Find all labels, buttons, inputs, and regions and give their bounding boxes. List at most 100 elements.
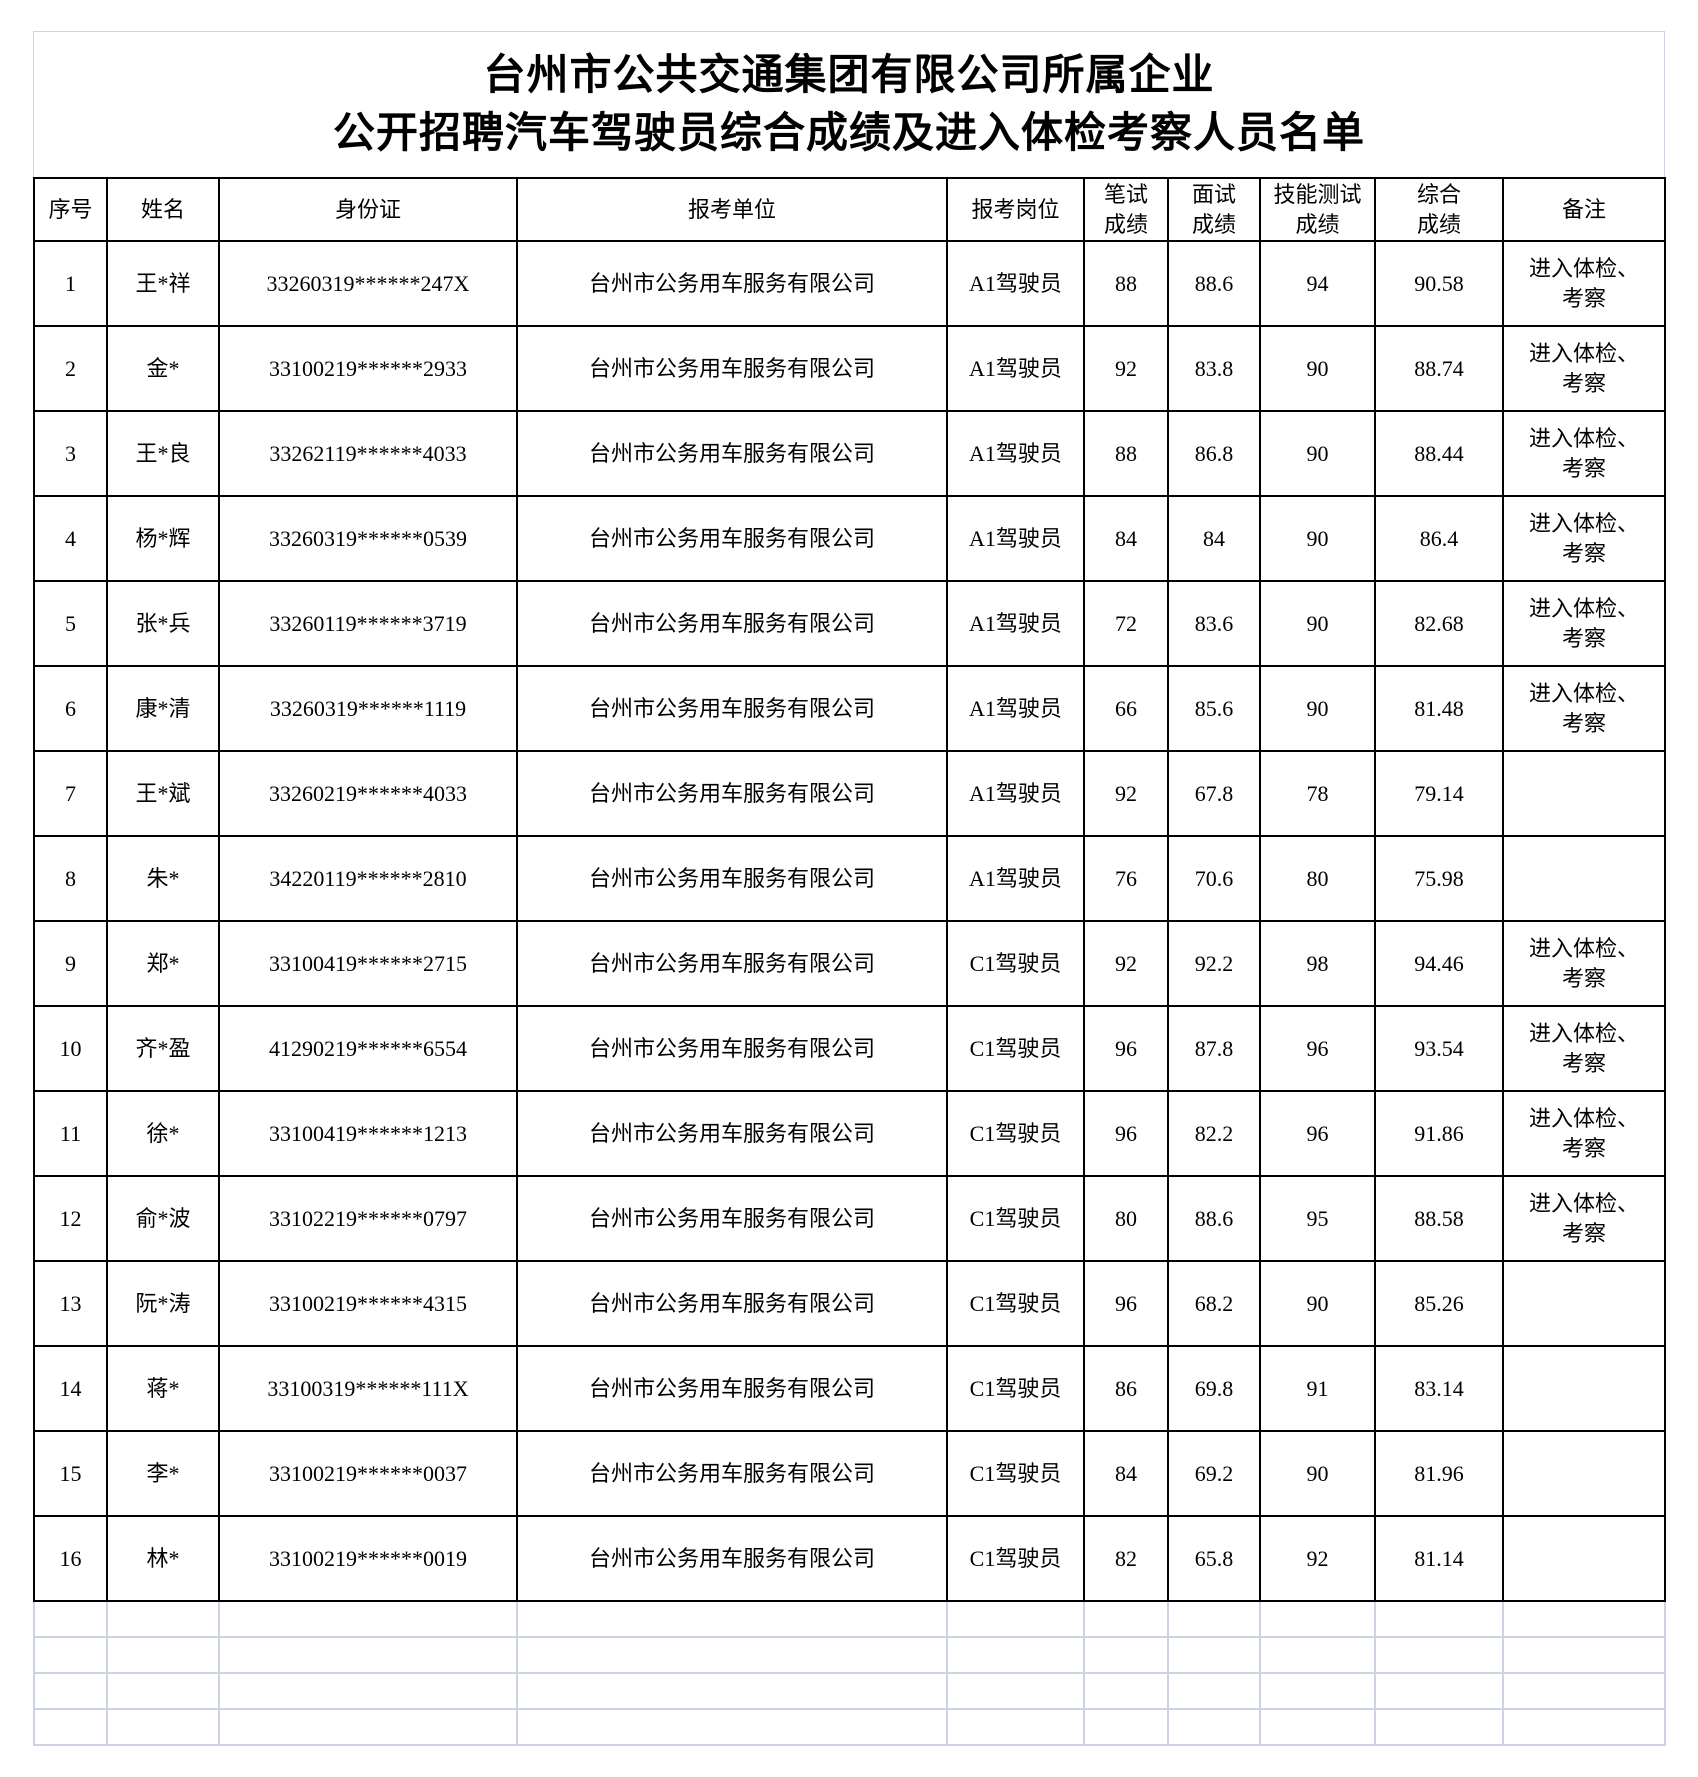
table-cell: 台州市公务用车服务有限公司 [516,410,948,497]
table-cell: C1驾驶员 [946,1430,1085,1517]
table-cell [1502,1515,1666,1602]
table-cell: 68.2 [1167,1260,1261,1347]
table-cell: 33100419******1213 [218,1090,518,1177]
table-cell: 33102219******0797 [218,1175,518,1262]
table-cell: 林* [106,1515,220,1602]
table-cell: 94.46 [1374,920,1504,1007]
empty-cell [106,1602,220,1638]
table-cell: 郑* [106,920,220,1007]
table-cell: 进入体检、 考察 [1502,665,1666,752]
table-cell: 进入体检、 考察 [1502,410,1666,497]
table-cell: 95 [1259,1175,1376,1262]
table-cell: 88 [1083,240,1169,327]
column-header-7: 面试 成绩 [1167,177,1261,242]
empty-row [33,1708,1666,1746]
table-cell: 11 [33,1090,108,1177]
table-cell: 徐* [106,1090,220,1177]
empty-cell [106,1708,220,1746]
table-cell: 李* [106,1430,220,1517]
empty-cell [1502,1636,1666,1674]
empty-cell [1374,1708,1504,1746]
table-cell: 79.14 [1374,750,1504,837]
table-cell: 86.4 [1374,495,1504,582]
table-cell: 69.2 [1167,1430,1261,1517]
empty-cell [946,1602,1085,1638]
empty-cell [1167,1708,1261,1746]
spreadsheet-area: 台州市公共交通集团有限公司所属企业 公开招聘汽车驾驶员综合成绩及进入体检考察人员… [33,31,1666,1746]
table-cell: 92 [1083,750,1169,837]
empty-cell [1502,1672,1666,1710]
table-cell: 台州市公务用车服务有限公司 [516,325,948,412]
table-cell: 88.58 [1374,1175,1504,1262]
table-cell: 33260319******247X [218,240,518,327]
table-cell: 81.14 [1374,1515,1504,1602]
table-cell: 90 [1259,580,1376,667]
empty-cell [33,1636,108,1674]
empty-cell [1083,1672,1169,1710]
table-cell: 84 [1083,495,1169,582]
table-cell: 4 [33,495,108,582]
empty-row [33,1602,1666,1638]
table-row: 10 齐*盈 41290219******6554 台州市公务用车服务有限公司 C1驾驶… [33,1005,1666,1092]
table-cell: 93.54 [1374,1005,1504,1092]
table-cell: 33100319******111X [218,1345,518,1432]
page-title-line-2: 公开招聘汽车驾驶员综合成绩及进入体检考察人员名单 [332,109,1365,156]
table-cell: 96 [1083,1005,1169,1092]
table-cell: 13 [33,1260,108,1347]
table-cell: 16 [33,1515,108,1602]
table-cell: 75.98 [1374,835,1504,922]
table-cell: 3 [33,410,108,497]
table-cell: 台州市公务用车服务有限公司 [516,1260,948,1347]
empty-cell [1374,1672,1504,1710]
table-cell: 15 [33,1430,108,1517]
table-cell: 张*兵 [106,580,220,667]
table-cell: 88.6 [1167,240,1261,327]
table-cell: 6 [33,665,108,752]
table-cell: 90 [1259,325,1376,412]
table-cell: 90 [1259,665,1376,752]
header-row: 序号 姓名 身份证 报考单位 报考岗位 笔试 成绩 面试 成绩 技能测试 成绩 综合 成绩 备注 [33,177,1666,242]
table-row: 1 王*祥 33260319******247X 台州市公务用车服务有限公司 A1驾驶员… [33,240,1666,327]
table-cell: 台州市公务用车服务有限公司 [516,1430,948,1517]
table-cell: 84 [1167,495,1261,582]
empty-cell [1083,1636,1169,1674]
empty-cell [1167,1602,1261,1638]
empty-cell [218,1672,518,1710]
table-cell: 85.6 [1167,665,1261,752]
table-cell: 进入体检、 考察 [1502,1005,1666,1092]
empty-row [33,1672,1666,1710]
table-cell: 41290219******6554 [218,1005,518,1092]
table-cell: 王*祥 [106,240,220,327]
column-header-1: 序号 [33,177,108,242]
empty-cell [1259,1602,1376,1638]
table-cell: 进入体检、 考察 [1502,580,1666,667]
table-cell: 台州市公务用车服务有限公司 [516,495,948,582]
table-row: 5 张*兵 33260119******3719 台州市公务用车服务有限公司 A1驾驶员… [33,580,1666,667]
table-cell: 85.26 [1374,1260,1504,1347]
column-header-9: 综合 成绩 [1374,177,1504,242]
table-row: 6 康*清 33260319******1119 台州市公务用车服务有限公司 A1驾驶员… [33,665,1666,752]
table-row: 14 蒋* 33100319******111X 台州市公务用车服务有限公司 C1驾驶员… [33,1345,1666,1432]
empty-cell [33,1602,108,1638]
empty-cell [1259,1672,1376,1710]
table-cell: 83.6 [1167,580,1261,667]
column-header-2: 姓名 [106,177,220,242]
table-cell [1502,1430,1666,1517]
table-cell: C1驾驶员 [946,1090,1085,1177]
empty-cell [1374,1636,1504,1674]
table-cell: 70.6 [1167,835,1261,922]
empty-cell [33,1708,108,1746]
table-cell: 78 [1259,750,1376,837]
table-cell: 9 [33,920,108,1007]
table-cell: 台州市公务用车服务有限公司 [516,750,948,837]
table-cell: 朱* [106,835,220,922]
table-cell: 69.8 [1167,1345,1261,1432]
empty-cell [106,1672,220,1710]
empty-cell [946,1672,1085,1710]
table-cell: 84 [1083,1430,1169,1517]
table-cell: 86 [1083,1345,1169,1432]
table-cell: 96 [1259,1005,1376,1092]
table-row: 16 林* 33100219******0019 台州市公务用车服务有限公司 C1驾驶员… [33,1515,1666,1602]
page-title-line-1: 台州市公共交通集团有限公司所属企业 [483,51,1215,98]
table-cell: 88.44 [1374,410,1504,497]
